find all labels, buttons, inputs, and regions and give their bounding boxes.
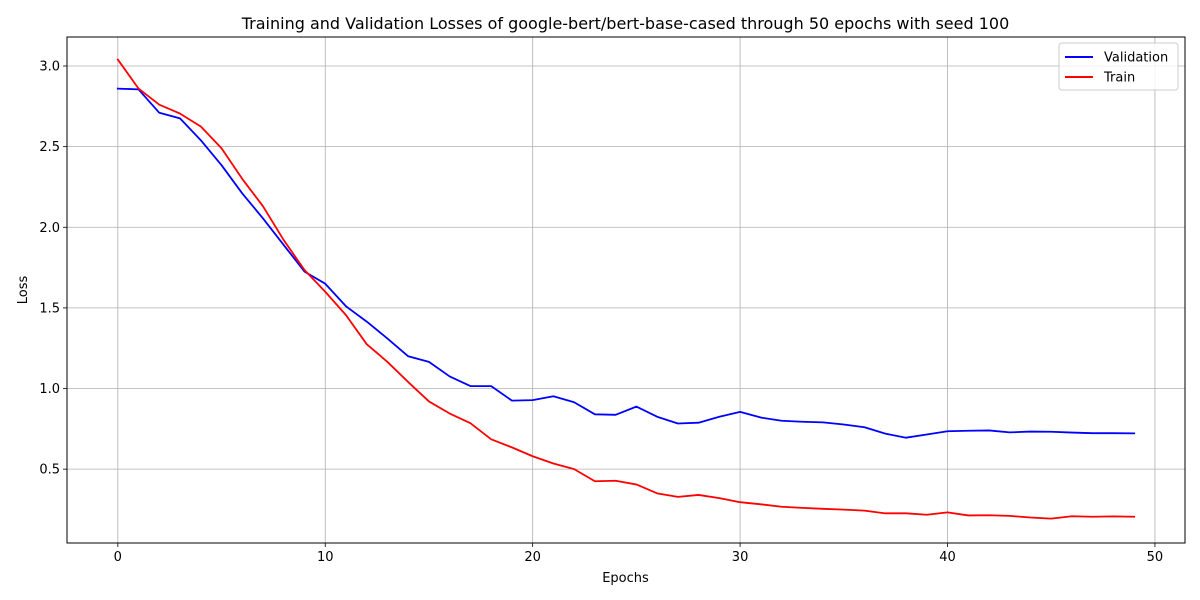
x-tick-label: 0 <box>114 550 122 565</box>
series-lines <box>116 58 1136 520</box>
y-tick-label: 1.0 <box>39 382 60 397</box>
axis-ticks: 0 10 20 30 40 50 0.5 1.0 1.5 2.0 2.5 3.0 <box>39 60 1163 565</box>
x-tick-label: 10 <box>317 550 334 565</box>
legend-label-train: Train <box>1103 71 1135 86</box>
y-tick-label: 1.5 <box>39 301 60 316</box>
x-tick-label: 20 <box>524 550 541 565</box>
legend-label-validation: Validation <box>1104 51 1168 66</box>
legend: Validation Train <box>1058 42 1179 91</box>
chart-title: Training and Validation Losses of google… <box>241 14 1010 33</box>
series-line-validation <box>116 87 1136 439</box>
legend-box <box>1058 42 1179 91</box>
series-line-train <box>116 58 1136 520</box>
x-tick-label: 40 <box>939 550 956 565</box>
y-tick-label: 2.0 <box>39 221 60 236</box>
x-axis-label: Epochs <box>602 571 649 586</box>
y-tick-label: 2.5 <box>39 140 60 155</box>
plot-frame <box>66 36 1186 544</box>
grid <box>67 37 1185 543</box>
x-tick-label: 30 <box>732 550 749 565</box>
y-tick-label: 0.5 <box>39 463 60 478</box>
y-tick-label: 3.0 <box>39 60 60 75</box>
y-axis-label: Loss <box>16 276 31 305</box>
x-tick-label: 50 <box>1147 550 1164 565</box>
